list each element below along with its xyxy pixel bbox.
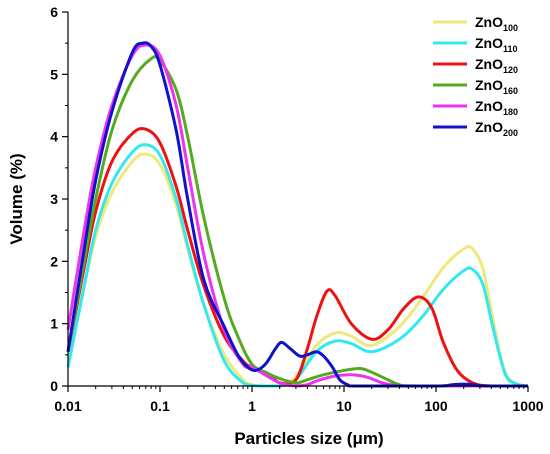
series-line-zno120	[66, 126, 528, 388]
x-tick-label: 100	[424, 398, 448, 414]
legend-label-zno110: ZnO110	[475, 35, 518, 54]
y-tick-label: 0	[50, 378, 58, 394]
series-line-zno160	[66, 54, 528, 388]
legend-label-zno100: ZnO100	[475, 14, 518, 33]
x-tick-label: 0.1	[150, 398, 170, 414]
series-line-zno100	[66, 152, 529, 388]
y-tick-label: 5	[50, 66, 58, 82]
x-tick-label: 1	[248, 398, 256, 414]
x-tick-label: 1000	[512, 398, 543, 414]
axes: 0 1 2 3 4 5 6 0.01 0.1 1 10 100 1000	[50, 4, 544, 414]
x-tick-label: 10	[336, 398, 352, 414]
legend-label-zno200: ZnO200	[475, 119, 518, 138]
y-tick-label: 3	[50, 191, 58, 207]
x-axis-label: Particles size (μm)	[234, 429, 383, 448]
x-tick-label: 0.01	[54, 398, 81, 414]
y-tick-label: 4	[50, 129, 58, 145]
series-curves	[66, 41, 529, 388]
legend-label-zno180: ZnO180	[475, 98, 518, 117]
series-line-zno180	[66, 43, 528, 388]
y-tick-label: 2	[50, 253, 58, 269]
y-tick-label: 6	[50, 4, 58, 20]
legend-label-zno120: ZnO120	[475, 56, 518, 75]
legend: ZnO100 ZnO110 ZnO120 ZnO160 ZnO180 ZnO200	[433, 14, 518, 138]
y-axis-label: Volume (%)	[7, 153, 26, 244]
series-line-zno200	[66, 41, 528, 388]
legend-label-zno160: ZnO160	[475, 77, 518, 96]
y-tick-label: 1	[50, 316, 58, 332]
series-line-zno110	[66, 143, 529, 388]
